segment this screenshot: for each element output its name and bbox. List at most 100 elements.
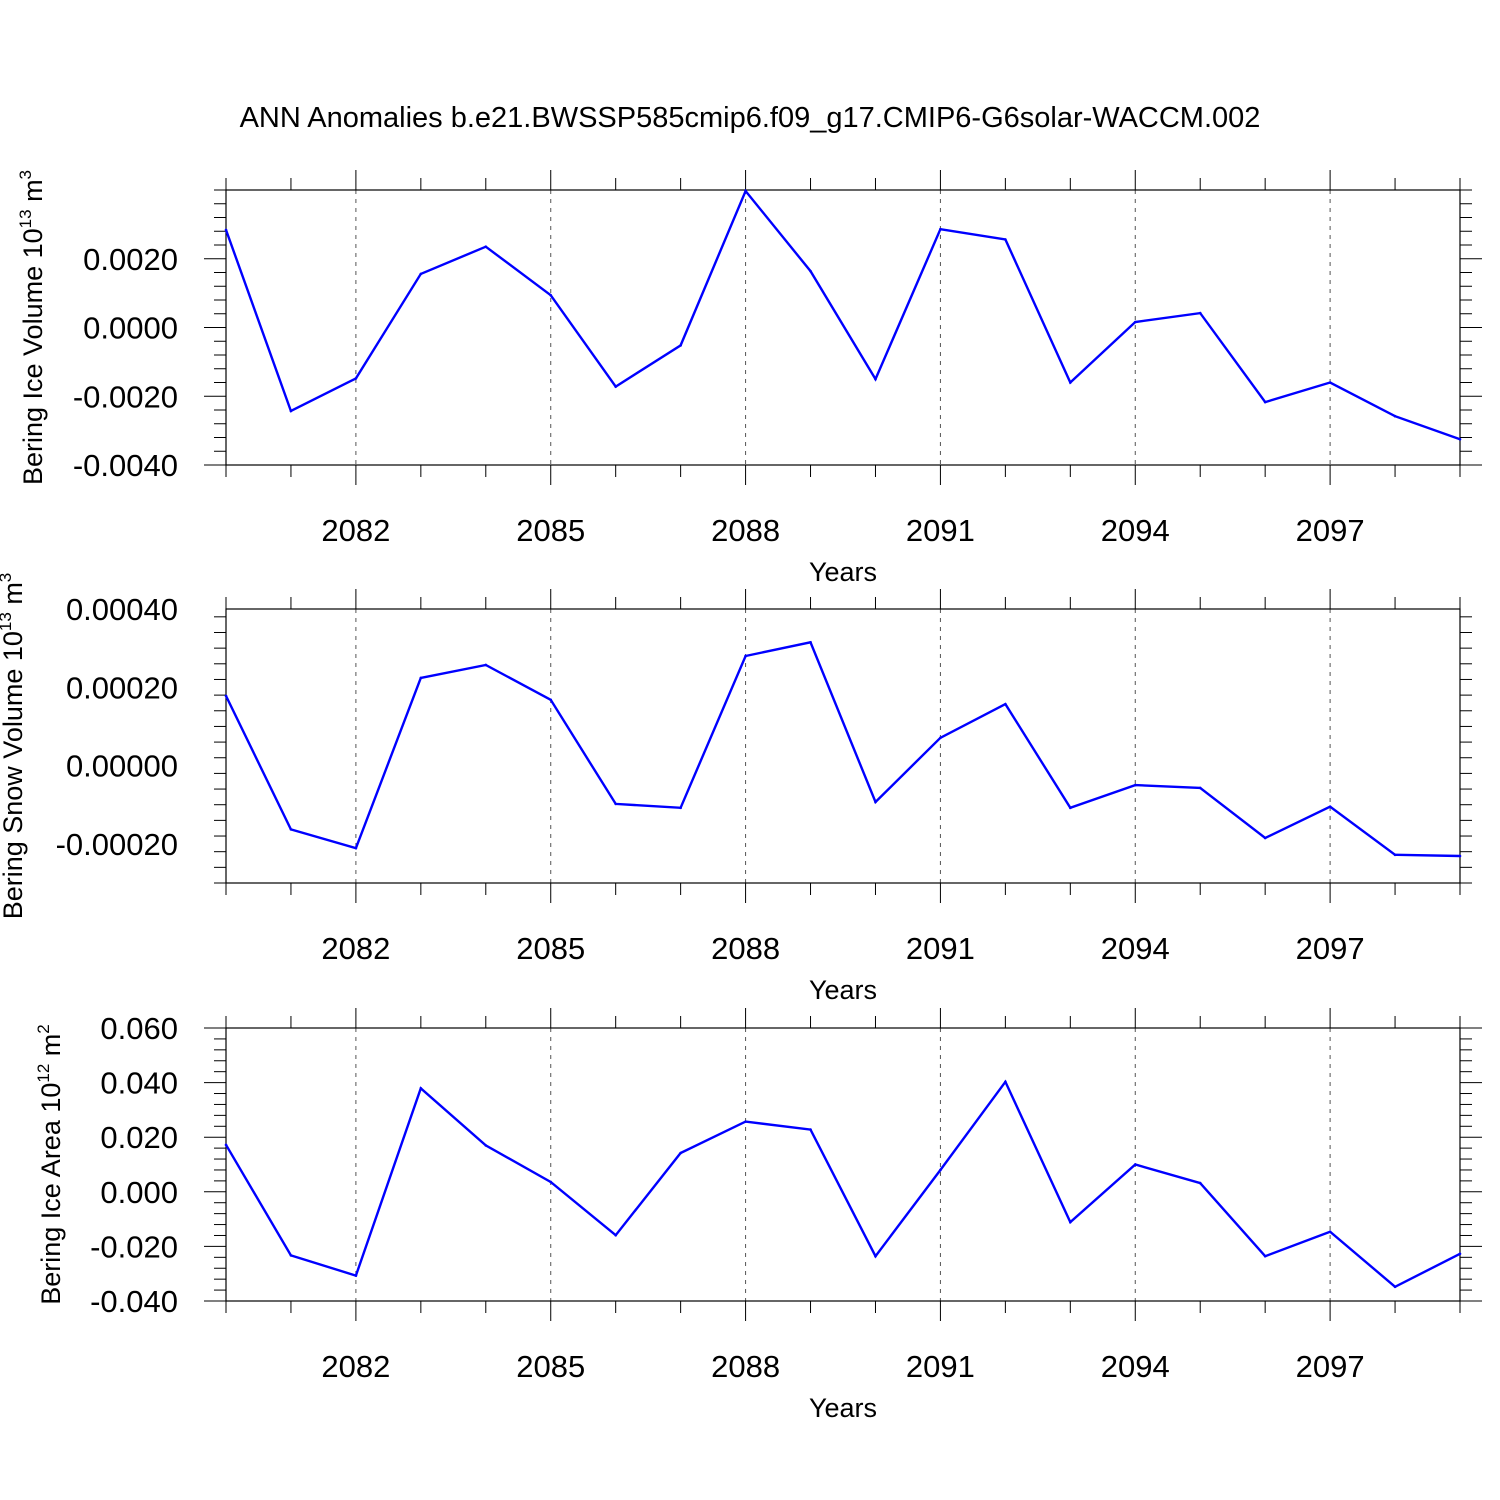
data-point xyxy=(809,640,812,644)
y-tick-label: 0.020 xyxy=(100,1120,178,1155)
x-tick-label: 2094 xyxy=(1101,931,1170,966)
series-line xyxy=(224,640,1461,858)
y-axis-title: Bering Ice Volume 1013 m3 xyxy=(16,170,48,485)
plot-frame xyxy=(225,608,1461,884)
data-point xyxy=(289,828,293,831)
data-point xyxy=(809,1128,812,1131)
data-point xyxy=(419,676,423,680)
data-point xyxy=(1263,1254,1267,1258)
x-tick-label: 2097 xyxy=(1296,1349,1365,1384)
x-tick-label: 2094 xyxy=(1101,513,1170,548)
data-point xyxy=(354,377,358,380)
data-point xyxy=(354,1274,358,1277)
data-point xyxy=(1198,1181,1202,1185)
y-axis-title-unit: m xyxy=(36,1034,66,1064)
data-point xyxy=(1458,437,1462,441)
data-point xyxy=(874,800,877,804)
y-axis-title-text: Bering Ice Area 10 xyxy=(36,1083,66,1305)
data-point xyxy=(1393,414,1397,418)
data-point xyxy=(614,802,617,806)
x-tick-label: 2091 xyxy=(906,513,975,548)
chart-title: ANN Anomalies b.e21.BWSSP585cmip6.f09_g1… xyxy=(240,102,1261,134)
data-point xyxy=(1004,702,1007,706)
y-tick-label: 0.0000 xyxy=(83,311,178,346)
x-tick-label: 2082 xyxy=(321,513,390,548)
x-tick-label: 2097 xyxy=(1296,513,1365,548)
x-tick-label: 2085 xyxy=(516,1349,585,1384)
data-point xyxy=(939,227,942,231)
data-point xyxy=(1198,786,1202,790)
chart-panel-1: 2082 2085 2088 2091 2094 2097 Years 0.0020 0.000… xyxy=(16,170,1482,587)
data-point xyxy=(549,698,553,702)
series-line xyxy=(224,188,1461,441)
x-axis-title: Years xyxy=(809,1393,877,1423)
y-tick-label: 0.00040 xyxy=(66,592,178,627)
data-point xyxy=(679,344,682,347)
x-tick-label: 2085 xyxy=(516,931,585,966)
data-point xyxy=(939,1168,942,1172)
data-point xyxy=(744,189,747,193)
y-tick-label: 0.060 xyxy=(100,1011,178,1046)
x-tick-label: 2082 xyxy=(321,931,390,966)
data-point xyxy=(289,409,293,413)
data-point xyxy=(1069,381,1072,384)
y-axis-title-unit: m xyxy=(18,179,48,209)
y-tick-label: -0.040 xyxy=(90,1284,178,1319)
data-point xyxy=(1328,381,1332,384)
y-axis-title-unit: m xyxy=(0,582,28,612)
data-point xyxy=(744,654,747,658)
data-point xyxy=(1004,238,1007,241)
y-tick-label: 0.040 xyxy=(100,1066,178,1101)
x-tick-label: 2088 xyxy=(711,931,780,966)
x-tick-label: 2094 xyxy=(1101,1349,1170,1384)
data-point xyxy=(419,272,423,276)
data-point xyxy=(1133,1163,1137,1166)
y-axis-title: Bering Snow Volume 1013 m3 xyxy=(0,573,28,920)
y-tick-label: -0.0040 xyxy=(73,448,178,483)
data-point xyxy=(1004,1080,1007,1084)
data-point xyxy=(484,663,488,667)
data-point xyxy=(549,1180,553,1184)
data-point xyxy=(1069,806,1072,810)
x-tick-label: 2088 xyxy=(711,513,780,548)
data-point xyxy=(1069,1220,1072,1224)
x-tick-label: 2097 xyxy=(1296,931,1365,966)
data-point xyxy=(614,385,617,388)
data-point xyxy=(939,736,942,740)
data-point xyxy=(1328,805,1332,808)
data-point xyxy=(679,806,682,810)
data-point xyxy=(1133,783,1137,787)
data-point xyxy=(1458,854,1462,858)
data-point xyxy=(354,846,358,850)
chart-panel-2: 2082 2085 2088 2091 2094 2097 Years 0.00040 0.00… xyxy=(0,573,1472,1005)
y-tick-label: 0.00020 xyxy=(66,670,178,705)
plot-frame xyxy=(225,189,1461,466)
x-tick-label: 2088 xyxy=(711,1349,780,1384)
y-axis-title-exponent: 12 xyxy=(34,1064,53,1083)
data-point xyxy=(549,293,553,297)
data-point xyxy=(224,228,228,232)
y-axis-title-unit-exponent: 3 xyxy=(16,170,35,179)
x-tick-label: 2091 xyxy=(906,1349,975,1384)
y-tick-label: -0.020 xyxy=(90,1229,178,1264)
data-point xyxy=(744,1120,747,1123)
data-point xyxy=(1198,311,1202,315)
y-tick-label: 0.000 xyxy=(100,1175,178,1210)
data-point xyxy=(1263,836,1267,840)
data-point xyxy=(419,1087,423,1090)
y-tick-label: -0.0020 xyxy=(73,379,178,414)
data-point xyxy=(1133,320,1137,324)
x-tick-label: 2082 xyxy=(321,1349,390,1384)
data-point xyxy=(809,269,812,273)
chart-panel-3: 2082 2085 2088 2091 2094 2097 Years 0.060 0.040 0… xyxy=(34,1008,1482,1423)
x-tick-label: 2091 xyxy=(906,931,975,966)
data-point xyxy=(1393,1285,1397,1289)
data-point xyxy=(679,1151,682,1155)
x-axis-title: Years xyxy=(809,975,877,1005)
data-point xyxy=(484,1144,488,1147)
data-point xyxy=(224,694,228,698)
data-point xyxy=(1328,1230,1332,1233)
x-tick-label: 2085 xyxy=(516,513,585,548)
data-point xyxy=(289,1254,293,1257)
